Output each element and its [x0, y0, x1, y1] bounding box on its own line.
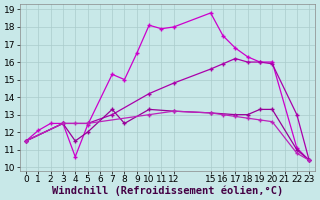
- X-axis label: Windchill (Refroidissement éolien,°C): Windchill (Refroidissement éolien,°C): [52, 185, 283, 196]
